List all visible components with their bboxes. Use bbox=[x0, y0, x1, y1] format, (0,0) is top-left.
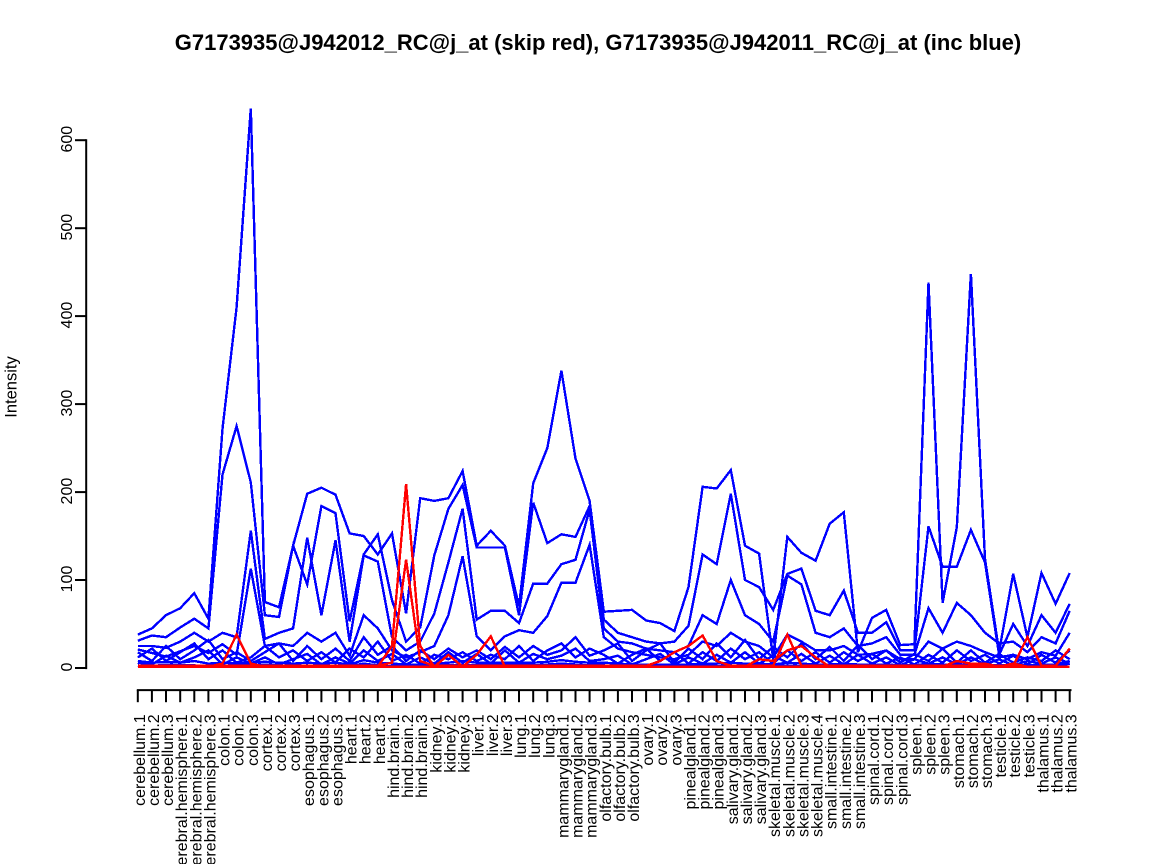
svg-text:spleen.2: spleen.2 bbox=[923, 714, 940, 775]
svg-text:hind.brain.3: hind.brain.3 bbox=[414, 714, 431, 798]
svg-text:G7173935@J942012_RC@j_at (skip: G7173935@J942012_RC@j_at (skip red), G71… bbox=[175, 30, 1022, 55]
svg-text:hind.brain.2: hind.brain.2 bbox=[400, 714, 417, 798]
svg-text:stomach.2: stomach.2 bbox=[965, 714, 982, 788]
svg-text:500: 500 bbox=[59, 214, 76, 241]
svg-text:mammarygland.3: mammarygland.3 bbox=[584, 714, 601, 838]
svg-text:spleen.3: spleen.3 bbox=[937, 714, 954, 775]
svg-text:kidney.3: kidney.3 bbox=[457, 714, 474, 773]
svg-text:mammarygland.2: mammarygland.2 bbox=[570, 714, 587, 838]
svg-text:400: 400 bbox=[59, 302, 76, 329]
svg-text:300: 300 bbox=[59, 390, 76, 417]
svg-text:kidney.2: kidney.2 bbox=[442, 714, 459, 773]
svg-text:cerebellum.2: cerebellum.2 bbox=[146, 714, 163, 806]
svg-text:Intensity: Intensity bbox=[3, 356, 21, 418]
svg-text:stomach.3: stomach.3 bbox=[979, 714, 996, 788]
svg-text:salivary.gland.1: salivary.gland.1 bbox=[725, 714, 742, 824]
svg-text:spinal.cord.1: spinal.cord.1 bbox=[866, 714, 883, 805]
svg-text:heart.3: heart.3 bbox=[372, 714, 389, 764]
svg-text:skeletal.muscle.2: skeletal.muscle.2 bbox=[781, 714, 798, 837]
svg-text:pinealgland.2: pinealgland.2 bbox=[697, 714, 714, 809]
svg-text:mammarygland.1: mammarygland.1 bbox=[555, 714, 572, 838]
svg-text:cerebral.hemisphere.1: cerebral.hemisphere.1 bbox=[174, 714, 191, 864]
svg-text:cerebral.hemisphere.2: cerebral.hemisphere.2 bbox=[188, 714, 205, 864]
svg-text:lung.3: lung.3 bbox=[541, 714, 558, 758]
svg-text:0: 0 bbox=[59, 662, 76, 671]
svg-text:heart.1: heart.1 bbox=[344, 714, 361, 764]
svg-text:small.intestine.2: small.intestine.2 bbox=[838, 714, 855, 829]
svg-text:colon.3: colon.3 bbox=[245, 714, 262, 766]
svg-text:cerebellum.3: cerebellum.3 bbox=[160, 714, 177, 806]
svg-text:cortex.1: cortex.1 bbox=[259, 714, 276, 771]
svg-text:ovary.1: ovary.1 bbox=[640, 714, 657, 765]
svg-text:liver.1: liver.1 bbox=[471, 714, 488, 756]
svg-text:cerebellum.1: cerebellum.1 bbox=[132, 714, 149, 806]
svg-text:spleen.1: spleen.1 bbox=[908, 714, 925, 775]
svg-text:pinealgland.1: pinealgland.1 bbox=[683, 714, 700, 809]
svg-text:thalamus.1: thalamus.1 bbox=[1036, 714, 1053, 792]
svg-text:cerebral.hemisphere.3: cerebral.hemisphere.3 bbox=[202, 714, 219, 864]
svg-text:lung.1: lung.1 bbox=[513, 714, 530, 758]
svg-text:ovary.3: ovary.3 bbox=[668, 714, 685, 765]
svg-text:pinealgland.3: pinealgland.3 bbox=[711, 714, 728, 809]
svg-text:olfactory.bulb.1: olfactory.bulb.1 bbox=[598, 714, 615, 821]
svg-text:spinal.cord.2: spinal.cord.2 bbox=[880, 714, 897, 805]
svg-text:stomach.1: stomach.1 bbox=[951, 714, 968, 788]
svg-text:liver.3: liver.3 bbox=[499, 714, 516, 756]
svg-text:small.intestine.3: small.intestine.3 bbox=[852, 714, 869, 829]
svg-text:200: 200 bbox=[59, 478, 76, 505]
svg-text:testicle.1: testicle.1 bbox=[993, 714, 1010, 777]
svg-text:600: 600 bbox=[59, 126, 76, 153]
svg-text:esophagus.1: esophagus.1 bbox=[301, 714, 318, 806]
svg-text:ovary.2: ovary.2 bbox=[654, 714, 671, 765]
svg-text:olfactory.bulb.2: olfactory.bulb.2 bbox=[612, 714, 629, 821]
svg-text:kidney.1: kidney.1 bbox=[428, 714, 445, 773]
svg-text:olfactory.bulb.3: olfactory.bulb.3 bbox=[626, 714, 643, 821]
svg-text:spinal.cord.3: spinal.cord.3 bbox=[894, 714, 911, 805]
svg-text:colon.1: colon.1 bbox=[217, 714, 234, 766]
svg-text:esophagus.3: esophagus.3 bbox=[330, 714, 347, 806]
svg-text:cortex.3: cortex.3 bbox=[287, 714, 304, 771]
svg-text:skeletal.muscle.1: skeletal.muscle.1 bbox=[767, 714, 784, 837]
svg-text:cortex.2: cortex.2 bbox=[273, 714, 290, 771]
svg-text:testicle.3: testicle.3 bbox=[1021, 714, 1038, 777]
svg-text:lung.2: lung.2 bbox=[527, 714, 544, 758]
svg-text:thalamus.2: thalamus.2 bbox=[1050, 714, 1067, 792]
svg-text:skeletal.muscle.3: skeletal.muscle.3 bbox=[795, 714, 812, 837]
svg-text:salivary.gland.2: salivary.gland.2 bbox=[739, 714, 756, 824]
svg-text:hind.brain.1: hind.brain.1 bbox=[386, 714, 403, 798]
svg-text:small.intestine.1: small.intestine.1 bbox=[824, 714, 841, 829]
svg-text:testicle.2: testicle.2 bbox=[1007, 714, 1024, 777]
svg-text:skeletal.muscle.4: skeletal.muscle.4 bbox=[810, 714, 827, 837]
svg-text:thalamus.3: thalamus.3 bbox=[1064, 714, 1081, 792]
svg-text:liver.2: liver.2 bbox=[485, 714, 502, 756]
svg-text:heart.2: heart.2 bbox=[358, 714, 375, 764]
svg-text:esophagus.2: esophagus.2 bbox=[315, 714, 332, 806]
svg-text:salivary.gland.3: salivary.gland.3 bbox=[753, 714, 770, 824]
svg-text:100: 100 bbox=[59, 566, 76, 593]
svg-text:colon.2: colon.2 bbox=[231, 714, 248, 766]
